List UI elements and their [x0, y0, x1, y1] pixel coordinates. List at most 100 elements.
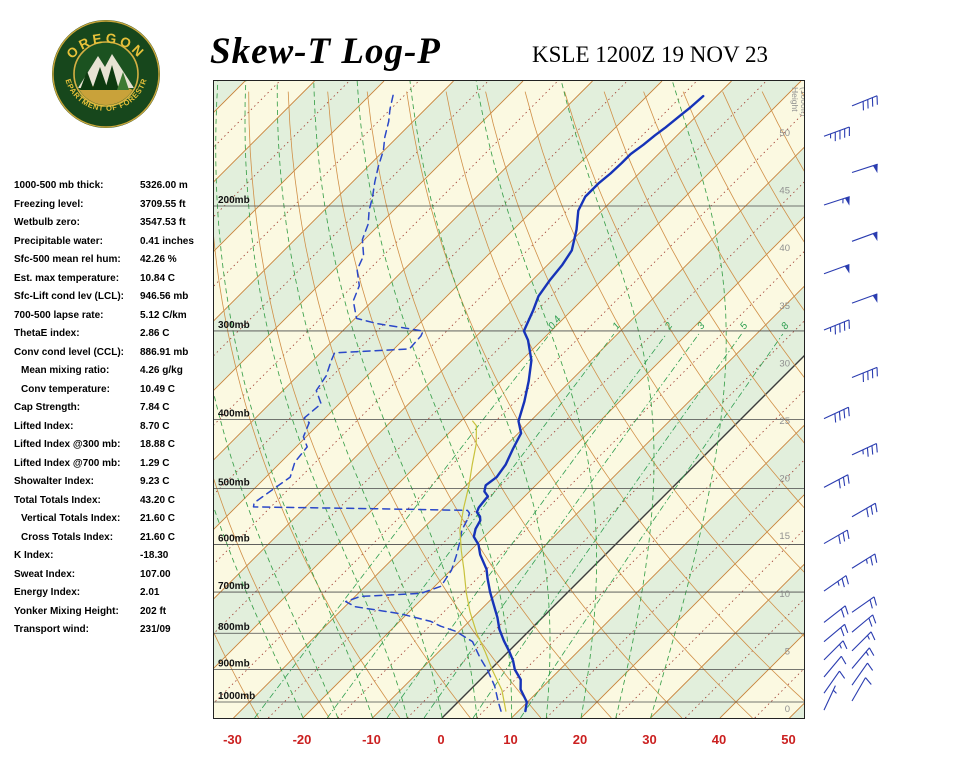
stat-row: Est. max temperature: 10.84 C	[14, 273, 214, 292]
moist-adiabat	[313, 80, 478, 718]
wind-barb	[823, 655, 847, 678]
height-tick-label: 35	[779, 301, 790, 312]
mixing-ratio-line	[386, 333, 667, 719]
moist-adiabat	[244, 80, 408, 718]
pressure-label: 900mb	[218, 659, 250, 670]
height-axis-title: (1000ft)	[799, 87, 804, 116]
stat-label: Conv cond level (CCL):	[14, 346, 125, 358]
stat-label: Mean mixing ratio:	[21, 365, 110, 376]
isotherm	[650, 407, 960, 719]
pressure-label: 300mb	[218, 320, 250, 331]
stat-value: 5326.00 m	[140, 180, 188, 191]
stat-label: 700-500 lapse rate:	[14, 309, 104, 321]
height-tick-label: 45	[779, 186, 790, 197]
wind-barbs-plot	[823, 95, 878, 711]
stat-value: -18.30	[140, 550, 169, 561]
stat-row: Lifted Index @700 mb: 1.29 C	[14, 458, 214, 477]
wind-barb	[851, 366, 878, 382]
stat-value: 8.70 C	[140, 420, 170, 432]
stat-value: 42.26 %	[140, 254, 177, 265]
stat-value: 2.01	[140, 587, 160, 598]
mixing-ratio-line	[520, 333, 784, 719]
height-tick-label: 0	[785, 704, 790, 715]
wind-barb	[823, 126, 850, 142]
stat-row: Conv temperature: 10.49 C	[14, 384, 214, 403]
wind-barb-column	[806, 80, 958, 720]
stat-label: Cap Strength:	[14, 402, 81, 413]
x-tick-label: 50	[781, 732, 796, 747]
stats-panel: 1000-500 mb thick: 5326.00 m Freezing leve…	[14, 180, 214, 643]
stat-row: Cap Strength: 7.84 C	[14, 402, 214, 421]
mixing-ratio-line	[423, 333, 700, 719]
x-tick-label: 40	[711, 732, 727, 747]
stat-label: Lifted Index @700 mb:	[14, 457, 121, 469]
pressure-label: 200mb	[218, 195, 250, 206]
skewt-plot: 0.4 1 2 3 5 8200mb300mb400mb500mb600mb700mb80…	[0, 80, 960, 719]
stat-label: Conv temperature:	[21, 383, 110, 395]
wind-barb	[851, 293, 878, 304]
pressure-label: 700mb	[218, 581, 250, 592]
stat-label: Yonker Mixing Height:	[14, 605, 119, 617]
wind-barb	[851, 647, 875, 669]
stat-label: Total Totals Index:	[14, 494, 101, 506]
stat-value: 10.84 C	[140, 272, 176, 284]
stat-value: 886.91 mb	[140, 346, 189, 358]
wind-barb	[851, 631, 876, 652]
tree-icon	[105, 65, 119, 90]
stat-row: Transport wind: 231/09	[14, 624, 214, 643]
stat-label: Precipitable water:	[14, 235, 103, 247]
stat-value: 2.86 C	[140, 328, 170, 339]
temp-band	[164, 81, 871, 718]
page-title: Skew-T Log-P	[210, 31, 441, 72]
mixing-ratio-label: 5	[738, 320, 750, 332]
wind-barb	[823, 529, 850, 545]
stat-row: Sfc-500 mean rel hum: 42.26 %	[14, 254, 214, 273]
wind-barb	[823, 319, 850, 335]
tree-icon	[92, 67, 108, 90]
stat-value: 4.26 g/kg	[140, 365, 183, 376]
series-dewpoint	[252, 93, 502, 712]
x-tick-label: -20	[292, 732, 312, 747]
stat-row: Conv cond level (CCL): 886.91 mb	[14, 347, 214, 366]
wind-barb	[823, 406, 850, 423]
stat-row: Energy Index: 2.01	[14, 587, 214, 606]
mixing-ratio-label: 8	[779, 320, 791, 332]
height-tick-label: 15	[779, 531, 790, 542]
x-tick-label: -30	[223, 732, 242, 747]
stat-row: Freezing level: 3709.55 ft	[14, 199, 214, 218]
stat-row: Sfc-Lift cond lev (LCL): 946.56 mb	[14, 291, 214, 310]
mixing-ratio-label: 3	[696, 320, 708, 332]
temp-band	[303, 81, 960, 718]
height-tick-label: 10	[779, 589, 790, 600]
series-temperature	[472, 94, 705, 713]
x-tick-label: 20	[572, 732, 588, 747]
stat-value: 21.60 C	[140, 513, 176, 524]
wind-barb	[823, 605, 849, 623]
stat-label: Cross Totals Index:	[21, 531, 114, 543]
wind-barb	[823, 640, 848, 661]
temp-band	[233, 81, 940, 718]
stat-row: Vertical Totals Index: 21.60 C	[14, 513, 214, 532]
pressure-label: 1000mb	[218, 691, 255, 702]
stat-label: ThetaE index:	[14, 328, 80, 339]
stat-value: 946.56 mb	[140, 291, 189, 302]
stat-row: Mean mixing ratio: 4.26 g/kg	[14, 365, 214, 384]
stat-label: Freezing level:	[14, 198, 84, 210]
x-tick-label: 10	[503, 732, 518, 747]
stat-value: 231/09	[140, 624, 171, 635]
stat-value: 107.00	[140, 568, 171, 580]
stat-label: Lifted Index:	[14, 420, 74, 432]
wind-barb	[851, 95, 878, 111]
x-tick-label: 0	[437, 732, 445, 747]
stat-row: Cross Totals Index: 21.60 C	[14, 532, 214, 551]
pressure-label: 800mb	[218, 622, 250, 633]
moist-adiabat	[475, 80, 598, 718]
wind-barb	[823, 196, 850, 206]
stat-label: Energy Index:	[14, 587, 81, 598]
stat-value: 7.84 C	[140, 402, 170, 413]
x-tick-label: -10	[362, 732, 381, 747]
wind-barb	[851, 614, 877, 633]
wind-barb	[851, 677, 872, 702]
stat-label: Showalter Index:	[14, 476, 95, 487]
stat-row: Showalter Index: 9.23 C	[14, 476, 214, 495]
